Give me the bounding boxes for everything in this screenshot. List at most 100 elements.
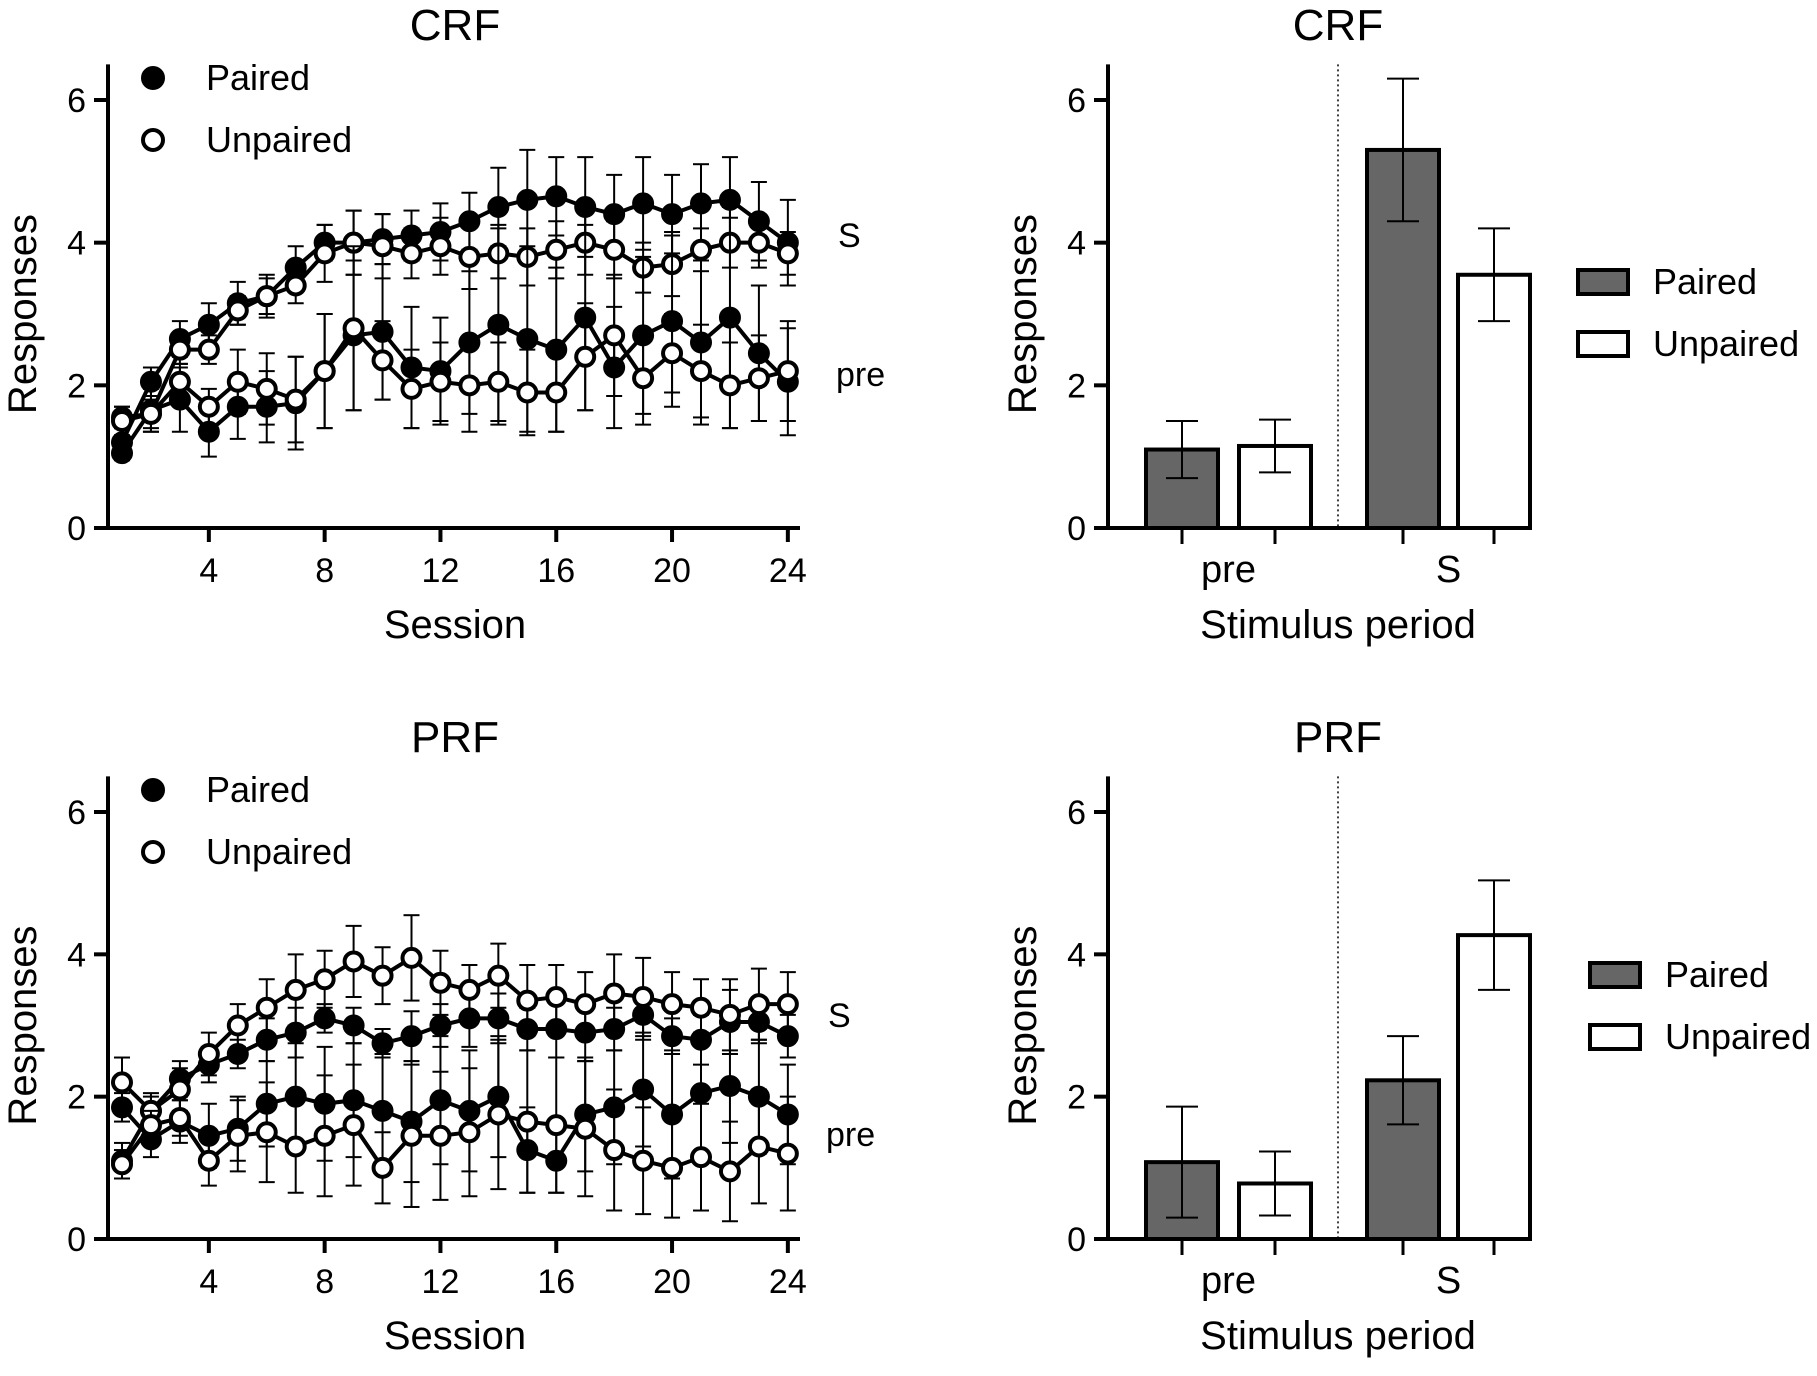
chart-title: PRF <box>1294 713 1382 762</box>
data-point <box>197 1042 220 1065</box>
x-tick-label: 12 <box>422 552 460 590</box>
data-point <box>632 367 655 390</box>
legend-label: Paired <box>1665 954 1769 995</box>
data-point <box>632 1149 655 1172</box>
data-point <box>111 1096 133 1119</box>
data-point <box>545 986 568 1009</box>
series-line <box>120 1112 789 1174</box>
data-point <box>603 1139 626 1162</box>
y-axis-label: Responses <box>1001 214 1045 414</box>
data-point <box>226 1124 249 1147</box>
x-tick-label: 4 <box>199 1263 218 1301</box>
data-point <box>661 342 684 365</box>
data-point <box>342 1114 365 1137</box>
data-point <box>400 946 423 969</box>
data-point <box>747 367 770 390</box>
data-point <box>284 274 307 297</box>
x-axis-label: Stimulus period <box>1200 1314 1476 1358</box>
y-tick-label: 6 <box>1067 82 1086 120</box>
data-point <box>197 395 220 418</box>
data-point <box>747 993 770 1016</box>
data-point <box>718 1160 741 1183</box>
data-point <box>139 402 162 425</box>
data-point <box>690 192 712 215</box>
data-point <box>661 203 684 226</box>
data-point <box>718 374 741 397</box>
series-line <box>121 325 789 423</box>
y-tick-label: 4 <box>67 225 86 263</box>
y-tick-label: 0 <box>1067 1221 1086 1259</box>
data-point <box>111 410 133 432</box>
chart-title: CRF <box>1293 1 1383 50</box>
legend-marker <box>141 128 165 152</box>
x-tick-label: 20 <box>653 1263 691 1301</box>
data-point <box>313 1007 336 1030</box>
data-point <box>632 1078 655 1101</box>
legend-label: Paired <box>1653 261 1757 302</box>
data-point <box>516 327 539 350</box>
data-point <box>487 1007 510 1030</box>
series-line <box>120 1012 789 1162</box>
data-point <box>776 993 799 1016</box>
data-point <box>458 245 481 268</box>
data-point <box>111 442 133 465</box>
data-point <box>168 1078 191 1101</box>
data-point <box>516 1110 539 1133</box>
data-point <box>545 381 568 404</box>
data-point <box>429 1124 452 1147</box>
y-tick-label: 2 <box>67 367 86 405</box>
annotation-pre: pre <box>826 1116 875 1154</box>
data-point <box>111 1153 133 1176</box>
legend-marker <box>141 840 165 864</box>
data-point <box>545 238 568 261</box>
x-tick-label: 12 <box>422 1263 460 1301</box>
data-point <box>487 370 510 393</box>
legend-marker <box>141 778 165 802</box>
y-tick-label: 6 <box>67 82 86 120</box>
data-point <box>776 242 799 265</box>
annotation-s: S <box>828 997 851 1035</box>
series-unpaired-pre <box>111 1038 799 1223</box>
data-point <box>458 978 481 1001</box>
data-point <box>690 1082 712 1105</box>
x-tick-label: pre <box>1201 549 1256 591</box>
series-unpaired-s <box>111 914 799 1130</box>
data-point <box>661 1156 684 1179</box>
data-point <box>603 982 626 1005</box>
x-tick-label: 16 <box>537 1263 575 1301</box>
data-point <box>371 349 394 372</box>
data-point <box>371 1099 394 1122</box>
legend-swatch <box>1576 268 1630 296</box>
data-point <box>776 1142 799 1165</box>
data-point <box>487 1103 510 1126</box>
data-point <box>284 978 307 1001</box>
y-tick-label: 2 <box>67 1079 86 1117</box>
data-point <box>197 1149 220 1172</box>
x-axis-label: Session <box>384 1314 526 1358</box>
data-point <box>690 360 712 383</box>
series-line <box>120 194 790 444</box>
data-point <box>284 1135 307 1158</box>
y-tick-label: 4 <box>67 936 86 974</box>
series-unpaired-pre <box>111 245 799 444</box>
chart-title: PRF <box>411 713 499 762</box>
data-point <box>574 993 597 1016</box>
data-point <box>313 968 336 991</box>
x-tick-label: 24 <box>769 552 807 590</box>
data-point <box>139 1114 162 1137</box>
chart-panel-3: PRF 0 2 4 6 Responses Stimulus period pre S Paire… <box>1001 713 1811 1358</box>
data-point <box>458 374 481 397</box>
data-point <box>574 1117 597 1140</box>
data-point <box>574 345 597 368</box>
x-tick-label: pre <box>1201 1260 1256 1302</box>
data-point <box>168 338 191 361</box>
data-point <box>168 1107 191 1130</box>
data-point <box>313 1124 336 1147</box>
series-line <box>120 955 788 1114</box>
data-point <box>545 1114 568 1137</box>
annotation-pre: pre <box>836 356 885 394</box>
x-axis-label: Session <box>384 603 526 647</box>
